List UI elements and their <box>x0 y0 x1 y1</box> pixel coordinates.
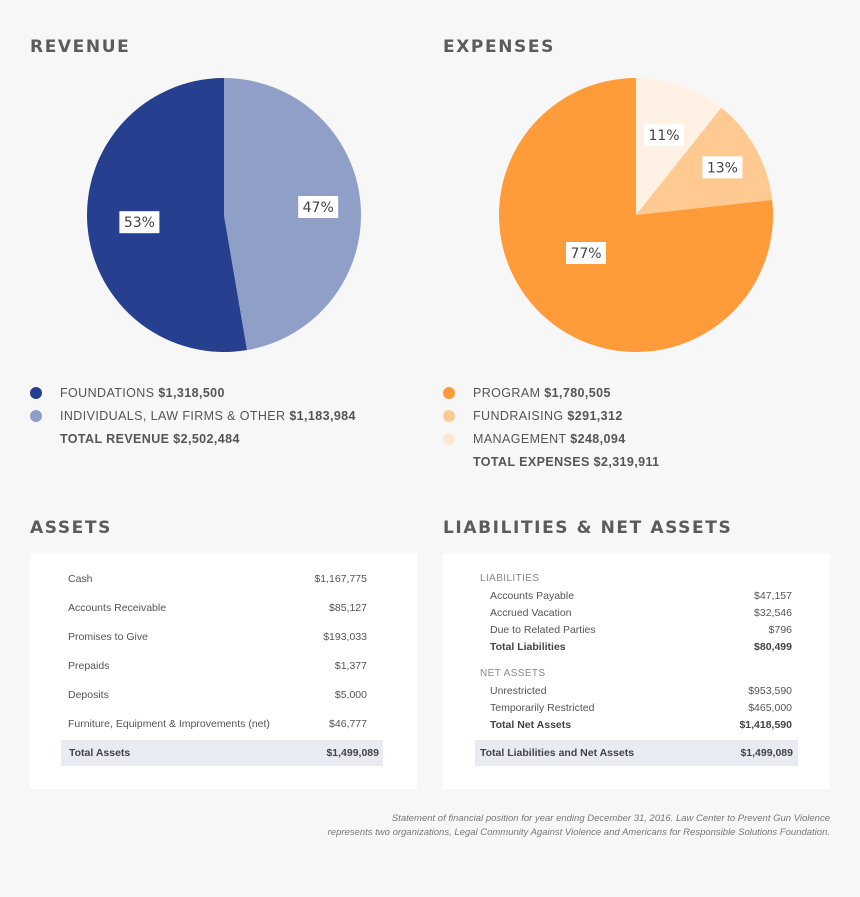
row-value: $193,033 <box>323 631 367 643</box>
legend-item-fundraising: FUNDRAISING $291,312 <box>443 405 659 428</box>
legend-label: FUNDRAISING <box>473 409 564 423</box>
total-assets-row: Total Assets $1,499,089 <box>61 740 383 766</box>
legend-item-individuals: INDIVIDUALS, LAW FIRMS & OTHER $1,183,98… <box>30 405 356 428</box>
total-net-assets-row: Total Net Assets $1,418,590 <box>490 719 792 731</box>
total-liabilities-row: Total Liabilities $80,499 <box>490 641 792 653</box>
liabilities-panel: LIABILITIES Accounts Payable $47,157 Acc… <box>443 553 830 789</box>
footnote-line-1: Statement of financial position for year… <box>391 813 830 824</box>
revenue-title: REVENUE <box>30 37 131 57</box>
expenses-title: EXPENSES <box>443 37 555 57</box>
row-value: $80,499 <box>754 641 792 653</box>
legend-label: MANAGEMENT <box>473 432 567 446</box>
liabilities-title: LIABILITIES & NET ASSETS <box>443 518 733 538</box>
row-label: Cash <box>68 573 93 585</box>
row-label: Prepaids <box>68 660 110 672</box>
row-value: $953,590 <box>748 685 792 697</box>
row-label: Promises to Give <box>68 631 148 643</box>
legend-amount: $1,183,984 <box>289 409 356 423</box>
row-value: $1,377 <box>334 660 367 672</box>
pie-percent-label: 53% <box>119 211 160 234</box>
table-row: Accounts Payable $47,157 <box>490 590 792 602</box>
row-value: $1,499,089 <box>740 747 793 759</box>
row-value: $47,157 <box>754 590 792 602</box>
pie-percent-text: 77% <box>570 246 601 262</box>
pie-slice-foundations <box>86 78 248 352</box>
row-label: Temporarily Restricted <box>490 702 595 714</box>
row-label: Due to Related Parties <box>490 624 596 636</box>
pie-slice-individuals-law-firms-other <box>224 78 361 351</box>
pie-percent-label: 11% <box>644 123 684 146</box>
legend-total-revenue: TOTAL REVENUE $2,502,484 <box>60 432 240 446</box>
assets-panel: Cash $1,167,775 Accounts Receivable $85,… <box>30 553 417 789</box>
row-label: Accrued Vacation <box>490 607 572 619</box>
pie-percent-label: 13% <box>702 156 743 179</box>
row-value: $1,418,590 <box>739 719 792 731</box>
pie-percent-text: 11% <box>648 128 679 144</box>
expenses-legend: PROGRAM $1,780,505 FUNDRAISING $291,312 … <box>443 382 659 474</box>
table-row: Temporarily Restricted $465,000 <box>490 702 792 714</box>
legend-dot-icon <box>443 387 455 399</box>
row-label: Deposits <box>68 689 109 701</box>
legend-total-expenses: TOTAL EXPENSES $2,319,911 <box>473 455 660 469</box>
liabilities-section-heading: LIABILITIES <box>480 573 540 584</box>
pie-percent-label: 77% <box>566 242 606 264</box>
row-label: Total Liabilities and Net Assets <box>480 747 635 759</box>
table-row: Accrued Vacation $32,546 <box>490 607 792 619</box>
legend-dot-icon <box>30 410 42 422</box>
pie-percent-label: 47% <box>298 196 339 218</box>
pie-slice-program <box>498 78 773 353</box>
legend-amount: $1,780,505 <box>544 386 611 400</box>
legend-dot-icon <box>443 433 455 445</box>
expenses-pie-chart: 11% 13% 77% <box>498 78 773 353</box>
legend-item-management: MANAGEMENT $248,094 <box>443 428 659 451</box>
legend-dot-icon <box>443 410 455 422</box>
row-label: Accounts Receivable <box>68 602 167 614</box>
legend-item-program: PROGRAM $1,780,505 <box>443 382 659 405</box>
legend-amount: $1,318,500 <box>158 386 225 400</box>
row-value: $1,499,089 <box>326 747 379 759</box>
legend-dot-icon <box>30 387 42 399</box>
footnote: Statement of financial position for year… <box>210 812 830 840</box>
row-value: $1,167,775 <box>314 573 367 585</box>
pie-percent-text: 13% <box>707 160 738 176</box>
row-label: Total Net Assets <box>490 719 572 731</box>
row-label: Total Assets <box>69 747 131 759</box>
table-row: Due to Related Parties $796 <box>490 624 792 636</box>
legend-amount: $291,312 <box>567 409 623 423</box>
legend-amount: $248,094 <box>570 432 626 446</box>
pie-percent-text: 47% <box>303 200 334 216</box>
row-label: Furniture, Equipment & Improvements (net… <box>68 718 270 730</box>
pie-slice-management <box>636 78 722 215</box>
row-value: $46,777 <box>329 718 367 730</box>
legend-label: PROGRAM <box>473 386 541 400</box>
pie-percent-text: 53% <box>124 215 155 231</box>
table-row: Unrestricted $953,590 <box>490 685 792 697</box>
row-value: $465,000 <box>748 702 792 714</box>
row-value: $32,546 <box>754 607 792 619</box>
row-value: $85,127 <box>329 602 367 614</box>
row-value: $796 <box>768 624 792 636</box>
row-value: $5,000 <box>334 689 367 701</box>
row-label: Total Liabilities <box>490 641 566 653</box>
footnote-line-2: represents two organizations, Legal Comm… <box>327 827 830 838</box>
row-label: Unrestricted <box>490 685 547 697</box>
total-liabilities-net-assets-row: Total Liabilities and Net Assets $1,499,… <box>475 740 798 766</box>
revenue-pie-chart: 53% 47% <box>86 78 361 352</box>
legend-label: INDIVIDUALS, LAW FIRMS & OTHER <box>60 409 286 423</box>
net-assets-section-heading: NET ASSETS <box>480 668 546 679</box>
assets-title: ASSETS <box>30 518 112 538</box>
revenue-legend: FOUNDATIONS $1,318,500 INDIVIDUALS, LAW … <box>30 382 356 451</box>
legend-item-foundations: FOUNDATIONS $1,318,500 <box>30 382 356 405</box>
row-label: Accounts Payable <box>490 590 575 602</box>
legend-label: FOUNDATIONS <box>60 386 155 400</box>
